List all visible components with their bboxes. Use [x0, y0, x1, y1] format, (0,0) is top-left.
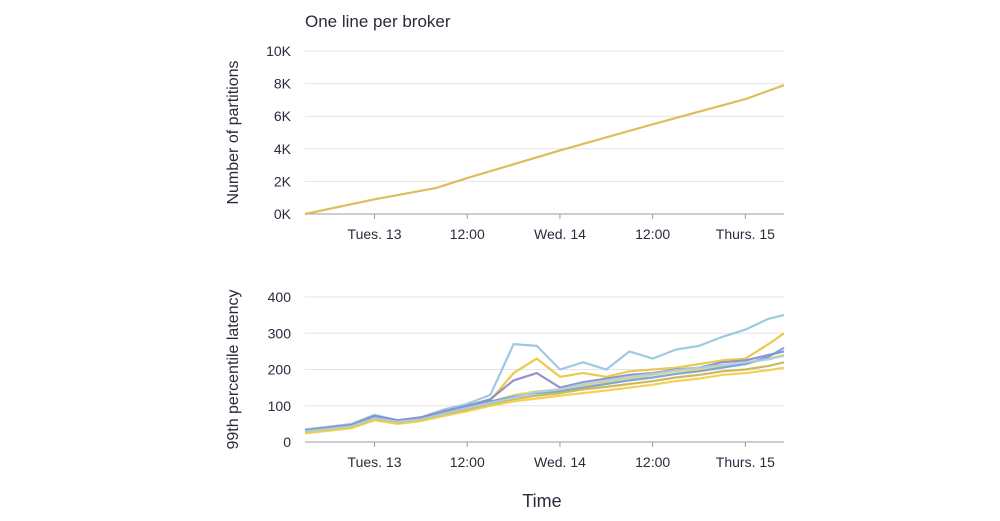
latency-y-tick-label: 0 — [283, 434, 291, 450]
latency-x-tick-label: Thurs. 15 — [716, 454, 775, 470]
latency-series-line-8 — [304, 366, 785, 435]
latency-x-tick-label: 12:00 — [635, 454, 670, 470]
latency-series-line-7 — [304, 354, 785, 433]
partitions-series-line-1 — [304, 84, 785, 216]
latency-series-line-3 — [304, 350, 785, 432]
partitions-x-tick-label: Tues. 13 — [348, 226, 402, 242]
partitions-x-tick-label: Thurs. 15 — [716, 226, 775, 242]
partitions-y-tick-label: 4K — [274, 141, 292, 157]
latency-y-tick-label: 400 — [268, 289, 292, 305]
latency-panel: 0 100 200 300 400 Tues. 13 12:00 Wed. 14 12:00 Th… — [225, 289, 785, 470]
latency-x-tick-label: Wed. 14 — [534, 454, 586, 470]
partitions-y-tick-label: 0K — [274, 206, 292, 222]
latency-y-axis-title: 99th percentile latency — [225, 289, 242, 449]
latency-y-tick-label: 100 — [268, 398, 292, 414]
latency-x-tick-label: 12:00 — [450, 454, 485, 470]
chart-subtitle: One line per broker — [305, 12, 451, 31]
x-axis-title: Time — [522, 491, 561, 511]
latency-x-tick-label: Tues. 13 — [348, 454, 402, 470]
partitions-y-axis-title: Number of partitions — [225, 60, 242, 204]
partitions-panel: 0K 2K 4K 6K 8K 10K Tues. 13 12:00 Wed. 14 12:00 Th… — [225, 43, 785, 242]
partitions-x-tick-label: 12:00 — [450, 226, 485, 242]
latency-y-tick-label: 200 — [268, 362, 292, 378]
partitions-x-tick-label: 12:00 — [635, 226, 670, 242]
partitions-y-tick-label: 2K — [274, 173, 292, 189]
partitions-y-tick-label: 10K — [266, 43, 292, 59]
partitions-y-tick-label: 8K — [274, 76, 292, 92]
partitions-y-tick-label: 6K — [274, 108, 292, 124]
latency-y-tick-label: 300 — [268, 325, 292, 341]
partitions-x-tick-label: Wed. 14 — [534, 226, 586, 242]
